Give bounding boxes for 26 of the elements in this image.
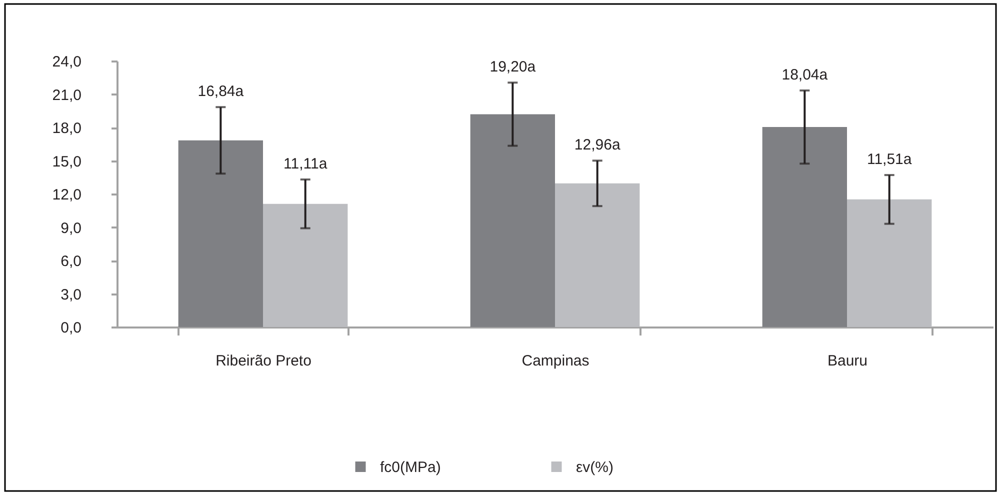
data-label: 19,20a <box>490 58 536 76</box>
bar <box>555 183 640 327</box>
y-tick-label: 18,0 <box>52 120 82 137</box>
bar <box>762 127 847 327</box>
y-tick-label: 6,0 <box>60 253 82 270</box>
bar <box>470 114 555 327</box>
data-label: 18,04a <box>782 66 828 84</box>
data-label: 11,11a <box>284 155 328 172</box>
bar <box>178 140 263 327</box>
legend-label: fc0(MPa) <box>380 458 441 476</box>
y-tick-label: 24,0 <box>52 54 82 70</box>
x-tick-label: Bauru <box>827 352 868 370</box>
x-tick-label: Ribeirão Preto <box>216 352 312 370</box>
y-tick-label: 3,0 <box>60 286 82 304</box>
data-label: 12,96a <box>574 136 621 154</box>
legend-label: εv(%) <box>576 458 614 476</box>
x-tick-label: Campinas <box>522 352 590 370</box>
data-label: 16,84a <box>198 83 244 100</box>
y-tick-label: 12,0 <box>52 186 82 204</box>
y-tick-label: 15,0 <box>52 153 82 170</box>
y-tick-label: 21,0 <box>52 86 82 104</box>
data-label: 11,51a <box>866 151 912 168</box>
bar <box>847 199 932 327</box>
y-tick-label: 9,0 <box>60 220 82 237</box>
bar <box>263 204 348 327</box>
y-tick-label: 0,0 <box>60 320 82 336</box>
